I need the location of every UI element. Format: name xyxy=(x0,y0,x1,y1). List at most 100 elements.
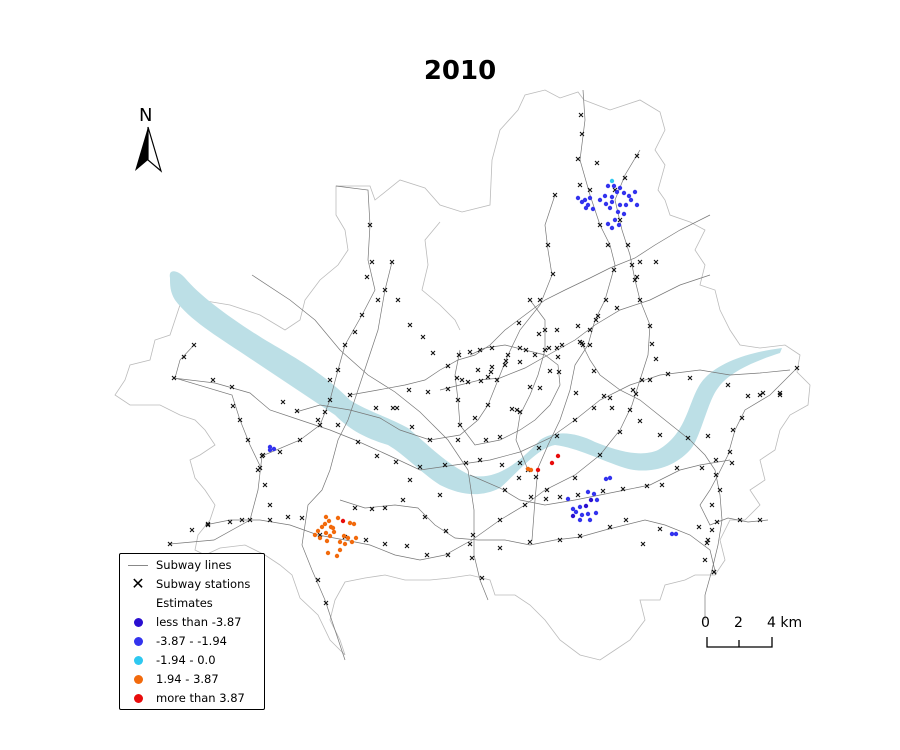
subway-station-marker xyxy=(739,415,745,421)
subway-station-marker xyxy=(587,342,593,348)
estimate-point xyxy=(573,509,579,515)
subway-station-marker xyxy=(389,259,395,265)
subway-station-marker xyxy=(297,437,303,443)
subway-station-marker xyxy=(533,474,539,480)
subway-station-marker xyxy=(455,437,461,443)
subway-station-marker xyxy=(497,545,503,551)
subway-station-marker xyxy=(390,405,396,411)
subway-station-marker xyxy=(640,541,646,547)
subway-station-marker xyxy=(705,537,711,543)
subway-station-marker xyxy=(262,482,268,488)
subway-station-marker xyxy=(653,356,659,362)
estimate-point xyxy=(583,205,589,211)
subway-station-marker xyxy=(687,375,693,381)
subway-station-marker xyxy=(369,506,375,512)
estimate-point xyxy=(609,194,615,200)
estimate-point xyxy=(609,225,615,231)
estimate-point xyxy=(579,512,585,518)
subway-station-marker xyxy=(632,277,638,283)
scale-tick-2: 2 xyxy=(734,615,743,631)
estimate-point xyxy=(535,467,541,473)
subway-station-marker xyxy=(527,384,533,390)
subway-station-marker xyxy=(497,517,503,523)
estimate-point xyxy=(623,202,629,208)
estimate-point xyxy=(611,183,617,189)
line-symbol-icon xyxy=(128,564,148,566)
estimate-point xyxy=(326,518,332,524)
legend-class-label: more than 3.87 xyxy=(156,691,245,705)
subway-station-marker xyxy=(595,313,601,319)
estimate-point xyxy=(549,460,555,466)
estimate-point xyxy=(617,185,623,191)
legend-class-5: more than 3.87 xyxy=(120,689,245,707)
estimate-point xyxy=(612,217,618,223)
subway-station-marker xyxy=(394,405,400,411)
subway-station-marker xyxy=(407,322,413,328)
subway-station-marker xyxy=(229,384,235,390)
legend-class-3: -1.94 - 0.0 xyxy=(120,651,216,669)
subway-station-marker xyxy=(523,347,529,353)
estimate-point xyxy=(335,515,341,521)
subway-station-marker xyxy=(382,505,388,511)
estimate-point xyxy=(669,531,675,537)
subway-station-marker xyxy=(649,341,655,347)
estimate-point xyxy=(615,209,621,215)
subway-stations xyxy=(167,112,800,606)
subway-station-marker xyxy=(267,517,273,523)
subway-station-marker xyxy=(737,517,743,523)
subway-station-marker xyxy=(634,153,640,159)
subway-station-marker xyxy=(315,417,321,423)
dot-icon xyxy=(133,655,143,665)
subway-station-marker xyxy=(335,422,341,428)
subway-station-marker xyxy=(577,339,583,345)
subway-station-marker xyxy=(445,363,451,369)
subway-station-marker xyxy=(472,415,478,421)
estimate-point xyxy=(603,201,609,207)
subway-station-marker xyxy=(605,242,611,248)
subway-station-marker xyxy=(587,327,593,333)
subway-station-marker xyxy=(375,297,381,303)
estimate-point xyxy=(594,497,600,503)
subway-station-marker xyxy=(546,345,552,351)
subway-station-marker xyxy=(499,462,505,468)
dot-icon xyxy=(133,617,143,627)
estimate-point xyxy=(621,190,627,196)
subway-station-marker xyxy=(532,352,538,358)
subway-station-marker xyxy=(629,262,635,268)
subway-station-marker xyxy=(485,374,491,380)
subway-line xyxy=(174,344,263,471)
subway-station-marker xyxy=(614,305,620,311)
estimate-point xyxy=(342,541,348,547)
estimate-point xyxy=(528,467,534,473)
subway-station-marker xyxy=(454,375,460,381)
subway-station-marker xyxy=(611,267,617,273)
subway-station-marker xyxy=(393,459,399,465)
subway-station-marker xyxy=(600,488,606,494)
subway-station-marker xyxy=(483,437,489,443)
subway-station-marker xyxy=(382,541,388,547)
subway-station-marker xyxy=(575,323,581,329)
subway-station-marker xyxy=(475,367,481,373)
subway-station-marker xyxy=(327,397,333,403)
subway-station-marker xyxy=(617,429,623,435)
estimate-point xyxy=(331,529,337,535)
subway-station-marker xyxy=(443,528,449,534)
subway-station-marker xyxy=(644,483,650,489)
subway-station-marker xyxy=(729,460,735,466)
estimate-point xyxy=(575,195,581,201)
subway-station-marker xyxy=(210,377,216,383)
subway-station-marker xyxy=(591,405,597,411)
subway-station-marker xyxy=(542,327,548,333)
subway-station-marker xyxy=(373,405,379,411)
subway-station-marker xyxy=(597,452,603,458)
estimate-point xyxy=(570,506,576,512)
subway-station-marker xyxy=(430,350,436,356)
estimate-point xyxy=(323,514,329,520)
subway-station-marker xyxy=(245,437,251,443)
subway-line xyxy=(172,369,791,471)
legend-lines-label: Subway lines xyxy=(156,558,232,572)
subway-station-marker xyxy=(369,259,375,265)
subway-line xyxy=(349,214,711,396)
subway-station-marker xyxy=(653,259,659,265)
estimate-point xyxy=(317,535,323,541)
